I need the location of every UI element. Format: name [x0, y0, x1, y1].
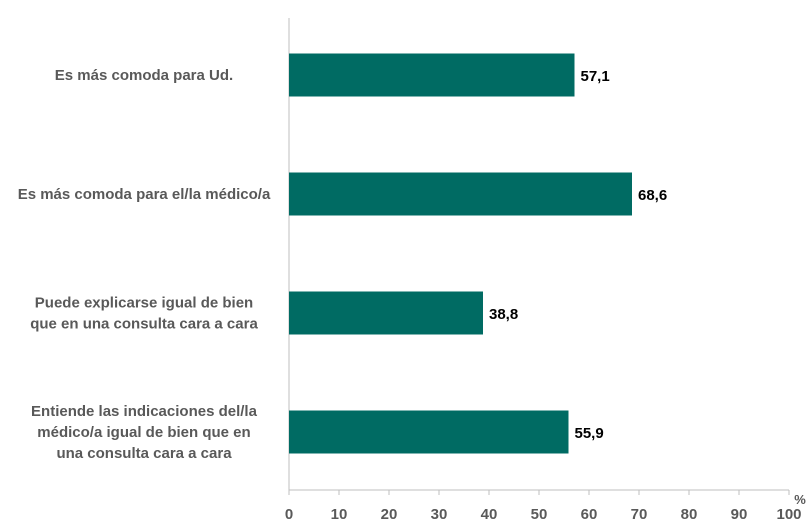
category-label: Es más comoda para Ud. — [55, 67, 233, 84]
x-tick-label: 80 — [681, 506, 698, 521]
x-tick-label: 60 — [581, 506, 598, 521]
bar — [289, 410, 569, 454]
bar — [289, 53, 575, 97]
category-label: Es más comoda para el/la médico/a — [18, 186, 271, 203]
x-tick-label: 0 — [285, 506, 293, 521]
bar-value-label: 38,8 — [489, 306, 518, 323]
axes: 0 10 20 30 40 50 60 70 80 90 100% — [285, 18, 806, 521]
category-label-line: una consulta cara a cara — [56, 445, 232, 462]
bar-value-label: 68,6 — [638, 187, 667, 204]
bar — [289, 172, 632, 216]
bar-value-label: 55,9 — [575, 425, 604, 442]
bars — [289, 53, 632, 454]
category-label: Puede explicarse igual de bien que en una… — [30, 295, 258, 333]
bar-value-label: 57,1 — [581, 68, 610, 85]
x-tick-label: 10 — [331, 506, 348, 521]
x-unit-label: % — [794, 492, 806, 507]
labels: 57,1 Es más comoda para Ud. 68,6 Es más com… — [18, 67, 668, 462]
x-tick-label: 90 — [731, 506, 748, 521]
category-label-line: Entiende las indicaciones del/la — [31, 403, 258, 420]
category-label: Entiende las indicaciones del/la médico/a… — [31, 403, 258, 462]
x-tick-label: 100 — [776, 506, 801, 521]
x-tick-label: 30 — [431, 506, 448, 521]
category-label-line: Es más comoda para Ud. — [55, 67, 233, 84]
x-tick-label: 70 — [631, 506, 648, 521]
category-label-line: médico/a igual de bien que en — [37, 424, 250, 441]
x-tick-label: 40 — [481, 506, 498, 521]
category-label-line: que en una consulta cara a cara — [30, 316, 258, 333]
x-tick-label: 20 — [381, 506, 398, 521]
category-label-line: Es más comoda para el/la médico/a — [18, 186, 271, 203]
x-tick-label: 50 — [531, 506, 548, 521]
bar — [289, 291, 483, 335]
category-label-line: Puede explicarse igual de bien — [35, 295, 253, 312]
